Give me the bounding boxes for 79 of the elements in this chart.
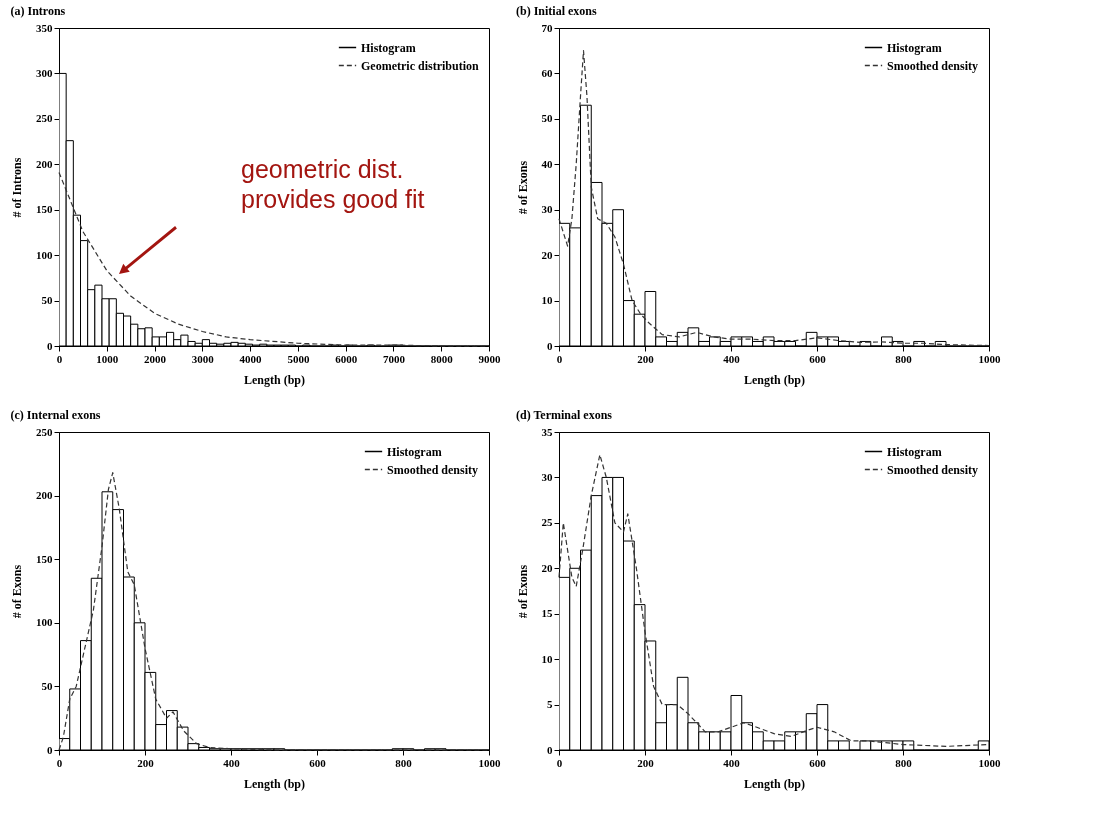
y-axis-title: # of Introns <box>10 157 24 218</box>
y-axis-title: # of Exons <box>10 564 24 619</box>
y-tick-label: 0 <box>547 339 553 352</box>
y-tick-label: 35 <box>541 425 553 438</box>
x-tick-label: 2000 <box>144 352 167 365</box>
chart-title: (d) Terminal exons <box>516 408 613 422</box>
y-tick-label: 250 <box>36 112 53 125</box>
y-tick-label: 15 <box>541 607 553 620</box>
y-tick-label: 350 <box>36 21 53 34</box>
y-tick-label: 5 <box>547 698 553 711</box>
x-tick-label: 400 <box>723 352 741 365</box>
x-tick-label: 400 <box>223 756 241 769</box>
x-tick-label: 400 <box>723 756 741 769</box>
y-tick-label: 100 <box>36 248 53 261</box>
x-tick-label: 0 <box>56 756 63 769</box>
x-tick-label: 7000 <box>382 352 406 365</box>
legend-label: Histogram <box>387 444 442 459</box>
x-tick-label: 200 <box>637 352 655 365</box>
y-tick-label: 300 <box>36 66 53 79</box>
legend-label: Histogram <box>887 40 942 55</box>
chart-title: (c) Internal exons <box>10 408 101 422</box>
y-tick-label: 25 <box>541 516 553 529</box>
y-tick-label: 10 <box>541 652 553 665</box>
x-tick-label: 800 <box>395 756 413 769</box>
y-tick-label: 200 <box>36 489 53 502</box>
y-tick-label: 50 <box>41 294 53 307</box>
x-tick-label: 6000 <box>335 352 358 365</box>
y-tick-label: 200 <box>36 157 53 170</box>
y-tick-label: 150 <box>36 203 53 216</box>
y-tick-label: 70 <box>541 21 553 34</box>
chart-title: (b) Initial exons <box>516 4 598 18</box>
y-tick-label: 0 <box>547 743 553 756</box>
x-tick-label: 800 <box>895 352 913 365</box>
x-tick-label: 600 <box>309 756 327 769</box>
x-tick-label: 800 <box>895 756 913 769</box>
x-tick-label: 200 <box>137 756 155 769</box>
y-tick-label: 60 <box>541 66 553 79</box>
x-tick-label: 1000 <box>978 756 1001 769</box>
y-tick-label: 20 <box>541 248 553 261</box>
x-tick-label: 3000 <box>191 352 215 365</box>
x-tick-label: 0 <box>556 756 563 769</box>
x-tick-label: 9000 <box>478 352 501 365</box>
y-tick-label: 50 <box>541 112 553 125</box>
x-axis-title: Length (bp) <box>243 776 306 791</box>
legend-label: Geometric distribution <box>361 58 479 73</box>
y-tick-label: 50 <box>41 679 53 692</box>
y-tick-label: 40 <box>541 157 553 170</box>
x-tick-label: 5000 <box>287 352 310 365</box>
x-axis-title: Length (bp) <box>243 372 306 387</box>
y-tick-label: 10 <box>541 294 553 307</box>
x-tick-label: 600 <box>809 352 827 365</box>
x-tick-label: 1000 <box>978 352 1001 365</box>
x-tick-label: 0 <box>56 352 63 365</box>
x-axis-title: Length (bp) <box>743 776 806 791</box>
y-tick-label: 0 <box>47 743 53 756</box>
legend-label: Smoothed density <box>387 462 479 477</box>
y-tick-label: 100 <box>36 616 53 629</box>
legend-label: Histogram <box>361 40 416 55</box>
y-tick-label: 20 <box>541 561 553 574</box>
x-tick-label: 1000 <box>478 756 501 769</box>
legend-label: Smoothed density <box>887 462 979 477</box>
y-tick-label: 0 <box>47 339 53 352</box>
x-tick-label: 4000 <box>239 352 263 365</box>
y-tick-label: 30 <box>541 203 553 216</box>
chart-title: (a) Introns <box>10 4 66 18</box>
x-tick-label: 0 <box>556 352 563 365</box>
legend-label: Smoothed density <box>887 58 979 73</box>
x-tick-label: 600 <box>809 756 827 769</box>
y-axis-title: # of Exons <box>515 160 530 215</box>
legend-label: Histogram <box>887 444 942 459</box>
y-axis-title: # of Exons <box>515 564 530 619</box>
annotation: geometric dist. provides good fit <box>241 155 425 213</box>
y-tick-label: 250 <box>36 425 53 438</box>
x-tick-label: 8000 <box>430 352 454 365</box>
x-tick-label: 1000 <box>96 352 119 365</box>
x-axis-title: Length (bp) <box>743 372 806 387</box>
y-tick-label: 150 <box>36 552 53 565</box>
y-tick-label: 30 <box>541 470 553 483</box>
x-tick-label: 200 <box>637 756 655 769</box>
